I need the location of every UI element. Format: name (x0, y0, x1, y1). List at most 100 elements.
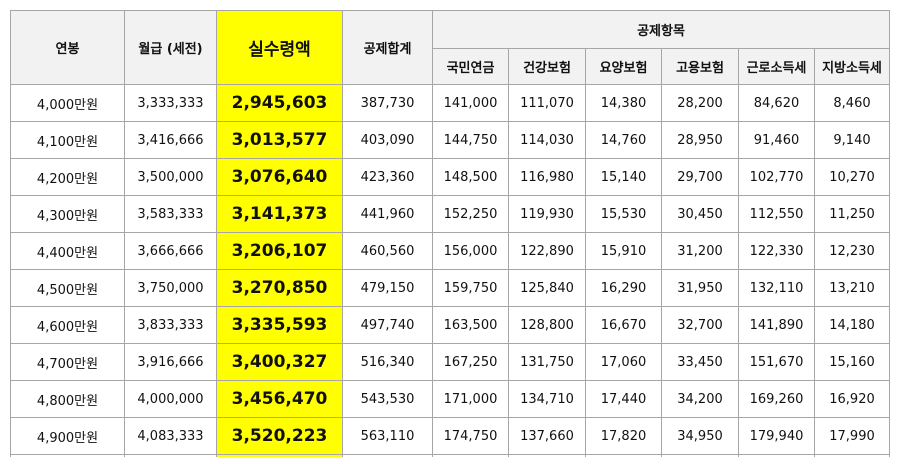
care-cell: 16,670 (585, 306, 662, 344)
pension-cell: 159,750 (432, 269, 509, 307)
annual-cell: 4,900만원 (10, 417, 125, 455)
annual-cell: 4,300만원 (10, 195, 125, 233)
pension-cell: 148,500 (432, 158, 509, 196)
table-row: 4,500만원 3,750,000 3,270,850 479,150 159,750 1… (10, 269, 890, 307)
net-pay-cell: 3,270,850 (216, 269, 343, 307)
annual-cell: 4,000만원 (10, 84, 125, 122)
income-tax-cell: 112,550 (738, 195, 815, 233)
employment-cell: 34,950 (661, 417, 739, 455)
care-cell: 14,760 (585, 121, 662, 159)
health-cell: 111,070 (508, 84, 586, 122)
total-deduction-cell: 479,150 (342, 269, 433, 307)
employment-cell: 28,200 (661, 84, 739, 122)
annual-cell: 4,600만원 (10, 306, 125, 344)
header-employment: 고용보험 (661, 48, 739, 85)
total-deduction-cell: 387,730 (342, 84, 433, 122)
monthly-cell: 3,583,333 (124, 195, 217, 233)
local-tax-cell: 15,160 (814, 343, 890, 381)
health-cell: 116,980 (508, 158, 586, 196)
income-tax-cell: 84,620 (738, 84, 815, 122)
income-tax-cell: 91,460 (738, 121, 815, 159)
employment-cell: 33,450 (661, 343, 739, 381)
monthly-cell: 4,000,000 (124, 380, 217, 418)
local-tax-cell: 12,230 (814, 232, 890, 270)
table-row: 4,400만원 3,666,666 3,206,107 460,560 156,000 1… (10, 232, 890, 270)
total-deduction-cell: 423,360 (342, 158, 433, 196)
care-cell: 15,910 (585, 232, 662, 270)
employment-cell: 34,200 (661, 380, 739, 418)
header-pension: 국민연금 (432, 48, 509, 85)
monthly-cell: 3,666,666 (124, 232, 217, 270)
income-tax-cell: 179,940 (738, 417, 815, 455)
health-cell: 119,930 (508, 195, 586, 233)
employment-cell: 30,450 (661, 195, 739, 233)
income-tax-cell: 102,770 (738, 158, 815, 196)
net-pay-cell: 3,456,470 (216, 380, 343, 418)
header-care: 요양보험 (585, 48, 662, 85)
local-tax-cell: 14,180 (814, 306, 890, 344)
net-pay-cell: 3,206,107 (216, 232, 343, 270)
header-total-deduction: 공제합계 (342, 10, 433, 85)
net-pay-cell: 3,076,640 (216, 158, 343, 196)
income-tax-cell: 169,260 (738, 380, 815, 418)
health-cell: 128,800 (508, 306, 586, 344)
table-row: 4,700만원 3,916,666 3,400,327 516,340 167,250 1… (10, 343, 890, 381)
local-tax-cell: 9,140 (814, 121, 890, 159)
monthly-cell: 3,750,000 (124, 269, 217, 307)
monthly-cell: 3,833,333 (124, 306, 217, 344)
local-tax-cell: 13,210 (814, 269, 890, 307)
table-row: 4,100만원 3,416,666 3,013,577 403,090 144,750 1… (10, 121, 890, 159)
income-tax-cell: 141,890 (738, 306, 815, 344)
employment-cell: 28,950 (661, 121, 739, 159)
total-deduction-cell: 497,740 (342, 306, 433, 344)
total-deduction-cell: 460,560 (342, 232, 433, 270)
table-row: 4,800만원 4,000,000 3,456,470 543,530 171,000 1… (10, 380, 890, 418)
net-pay-cell: 3,520,223 (216, 417, 343, 455)
header-health: 건강보험 (508, 48, 586, 85)
net-pay-cell: 3,335,593 (216, 306, 343, 344)
employment-cell: 32,700 (661, 306, 739, 344)
pension-cell: 156,000 (432, 232, 509, 270)
care-cell: 17,060 (585, 343, 662, 381)
pension-cell: 167,250 (432, 343, 509, 381)
local-tax-cell: 10,270 (814, 158, 890, 196)
care-cell: 17,820 (585, 417, 662, 455)
income-tax-cell: 151,670 (738, 343, 815, 381)
annual-cell: 4,800만원 (10, 380, 125, 418)
monthly-cell: 4,083,333 (124, 417, 217, 455)
income-tax-cell: 132,110 (738, 269, 815, 307)
pension-cell: 152,250 (432, 195, 509, 233)
annual-cell: 4,100만원 (10, 121, 125, 159)
annual-cell: 4,500만원 (10, 269, 125, 307)
table-row: 4,200만원 3,500,000 3,076,640 423,360 148,500 1… (10, 158, 890, 196)
employment-cell: 29,700 (661, 158, 739, 196)
net-pay-cell: 3,141,373 (216, 195, 343, 233)
header-net-pay: 실수령액 (216, 10, 343, 85)
employment-cell: 31,950 (661, 269, 739, 307)
local-tax-cell: 16,920 (814, 380, 890, 418)
table-row-cutoff (10, 454, 890, 457)
net-pay-cell: 2,945,603 (216, 84, 343, 122)
table-body: 4,000만원 3,333,333 2,945,603 387,730 141,000 1… (10, 84, 890, 457)
table-row: 4,000만원 3,333,333 2,945,603 387,730 141,000 1… (10, 84, 890, 122)
monthly-cell: 3,333,333 (124, 84, 217, 122)
table-row: 4,600만원 3,833,333 3,335,593 497,740 163,500 1… (10, 306, 890, 344)
table-row: 4,900만원 4,083,333 3,520,223 563,110 174,750 1… (10, 417, 890, 455)
pension-cell: 171,000 (432, 380, 509, 418)
monthly-cell: 3,916,666 (124, 343, 217, 381)
health-cell: 134,710 (508, 380, 586, 418)
annual-cell: 4,400만원 (10, 232, 125, 270)
pension-cell: 163,500 (432, 306, 509, 344)
care-cell: 15,140 (585, 158, 662, 196)
pension-cell: 141,000 (432, 84, 509, 122)
header-local-tax: 지방소득세 (814, 48, 890, 85)
health-cell: 137,660 (508, 417, 586, 455)
header-monthly: 월급 (세전) (124, 10, 217, 85)
care-cell: 17,440 (585, 380, 662, 418)
health-cell: 125,840 (508, 269, 586, 307)
income-tax-cell: 122,330 (738, 232, 815, 270)
net-pay-cell: 3,400,327 (216, 343, 343, 381)
total-deduction-cell: 543,530 (342, 380, 433, 418)
pension-cell: 174,750 (432, 417, 509, 455)
net-pay-cell: 3,013,577 (216, 121, 343, 159)
